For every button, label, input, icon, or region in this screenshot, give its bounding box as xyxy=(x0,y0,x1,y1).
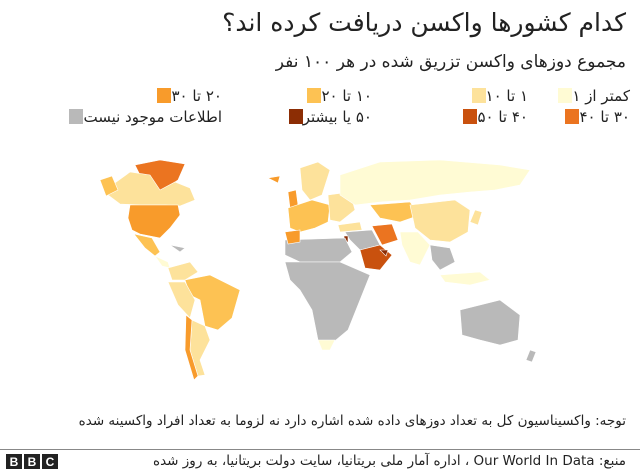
legend: کمتر از ۱ ۳۰ تا ۴۰ ۱ تا ۱۰ ۴۰ تا ۵۰ ۱۰ ت… xyxy=(10,86,630,130)
country-region-scandinavia xyxy=(299,161,331,201)
footnote: توجه: واکسیناسیون کل به تعداد دوزهای داد… xyxy=(78,413,626,429)
legend-item: ۱ تا ۱۰ xyxy=(464,86,528,105)
country-region-canada xyxy=(107,171,196,207)
legend-item: ۴۰ تا ۵۰ xyxy=(455,107,528,126)
legend-item: ۳۰ تا ۴۰ xyxy=(557,107,630,126)
country-region-morocco xyxy=(284,229,301,245)
legend-swatch xyxy=(471,88,486,103)
country-region-kazakhstan xyxy=(369,201,421,223)
country-region-africa xyxy=(284,261,371,346)
country-region-iceland xyxy=(267,175,281,184)
world-map xyxy=(99,159,537,381)
legend-swatch xyxy=(69,109,84,124)
country-region-arabia-gulf xyxy=(359,244,393,271)
country-region-south-asia xyxy=(399,231,431,266)
source-text: منبع: Our World In Data ، اداره آمار ملی… xyxy=(153,453,626,469)
legend-item: ۲۰ تا ۳۰ xyxy=(149,86,222,105)
country-region-turkey xyxy=(337,221,363,233)
chart-title: کدام کشورها واکسن دریافت کرده اند؟ xyxy=(222,8,626,37)
legend-label: ۵۰ یا بیشتر xyxy=(302,107,372,126)
country-region-south-africa xyxy=(317,339,336,351)
country-region-w-europe xyxy=(287,199,331,233)
legend-label: ۱ تا ۱۰ xyxy=(485,86,528,105)
legend-swatch xyxy=(565,109,580,124)
country-region-mongolia-china xyxy=(409,199,471,243)
country-region-colombia-venezuela xyxy=(167,261,199,281)
legend-item: اطلاعات موجود نیست xyxy=(61,107,222,126)
legend-item: ۱۰ تا ۲۰ xyxy=(299,86,372,105)
country-region-usa xyxy=(127,204,181,239)
divider xyxy=(0,449,640,450)
country-region-russia xyxy=(339,159,531,206)
legend-item: ۵۰ یا بیشتر xyxy=(281,107,372,126)
country-region-peru-bolivia xyxy=(167,281,196,319)
legend-label: کمتر از ۱ xyxy=(572,86,630,105)
bbc-logo-letter: B xyxy=(24,454,40,469)
legend-swatch xyxy=(288,109,303,124)
country-region-caribbean xyxy=(169,244,186,253)
legend-label: ۳۰ تا ۴۰ xyxy=(579,107,630,126)
country-region-australia xyxy=(459,299,521,346)
legend-label: اطلاعات موجود نیست xyxy=(83,107,222,126)
legend-item: کمتر از ۱ xyxy=(550,86,630,105)
legend-label: ۴۰ تا ۵۰ xyxy=(477,107,528,126)
country-region-uae xyxy=(379,249,389,257)
country-region-indonesia xyxy=(439,271,491,286)
chart-subtitle: مجموع دوزهای واکسن تزریق شده در هر ۱۰۰ ن… xyxy=(275,52,626,72)
country-region-iran xyxy=(371,223,399,246)
bbc-logo-letter: B xyxy=(6,454,22,469)
legend-label: ۱۰ تا ۲۰ xyxy=(321,86,372,105)
country-region-korea-japan xyxy=(469,209,483,226)
legend-label: ۲۰ تا ۳۰ xyxy=(171,86,222,105)
legend-swatch xyxy=(558,88,573,103)
legend-swatch xyxy=(463,109,478,124)
country-region-new-zealand xyxy=(525,349,537,363)
country-region-se-asia xyxy=(429,244,456,271)
legend-swatch xyxy=(307,88,322,103)
legend-swatch xyxy=(157,88,172,103)
bbc-logo-letter: C xyxy=(42,454,58,469)
country-region-central-america xyxy=(154,255,171,269)
country-region-chile xyxy=(184,314,199,381)
country-region-mexico xyxy=(133,233,161,257)
country-region-alaska xyxy=(99,175,119,197)
